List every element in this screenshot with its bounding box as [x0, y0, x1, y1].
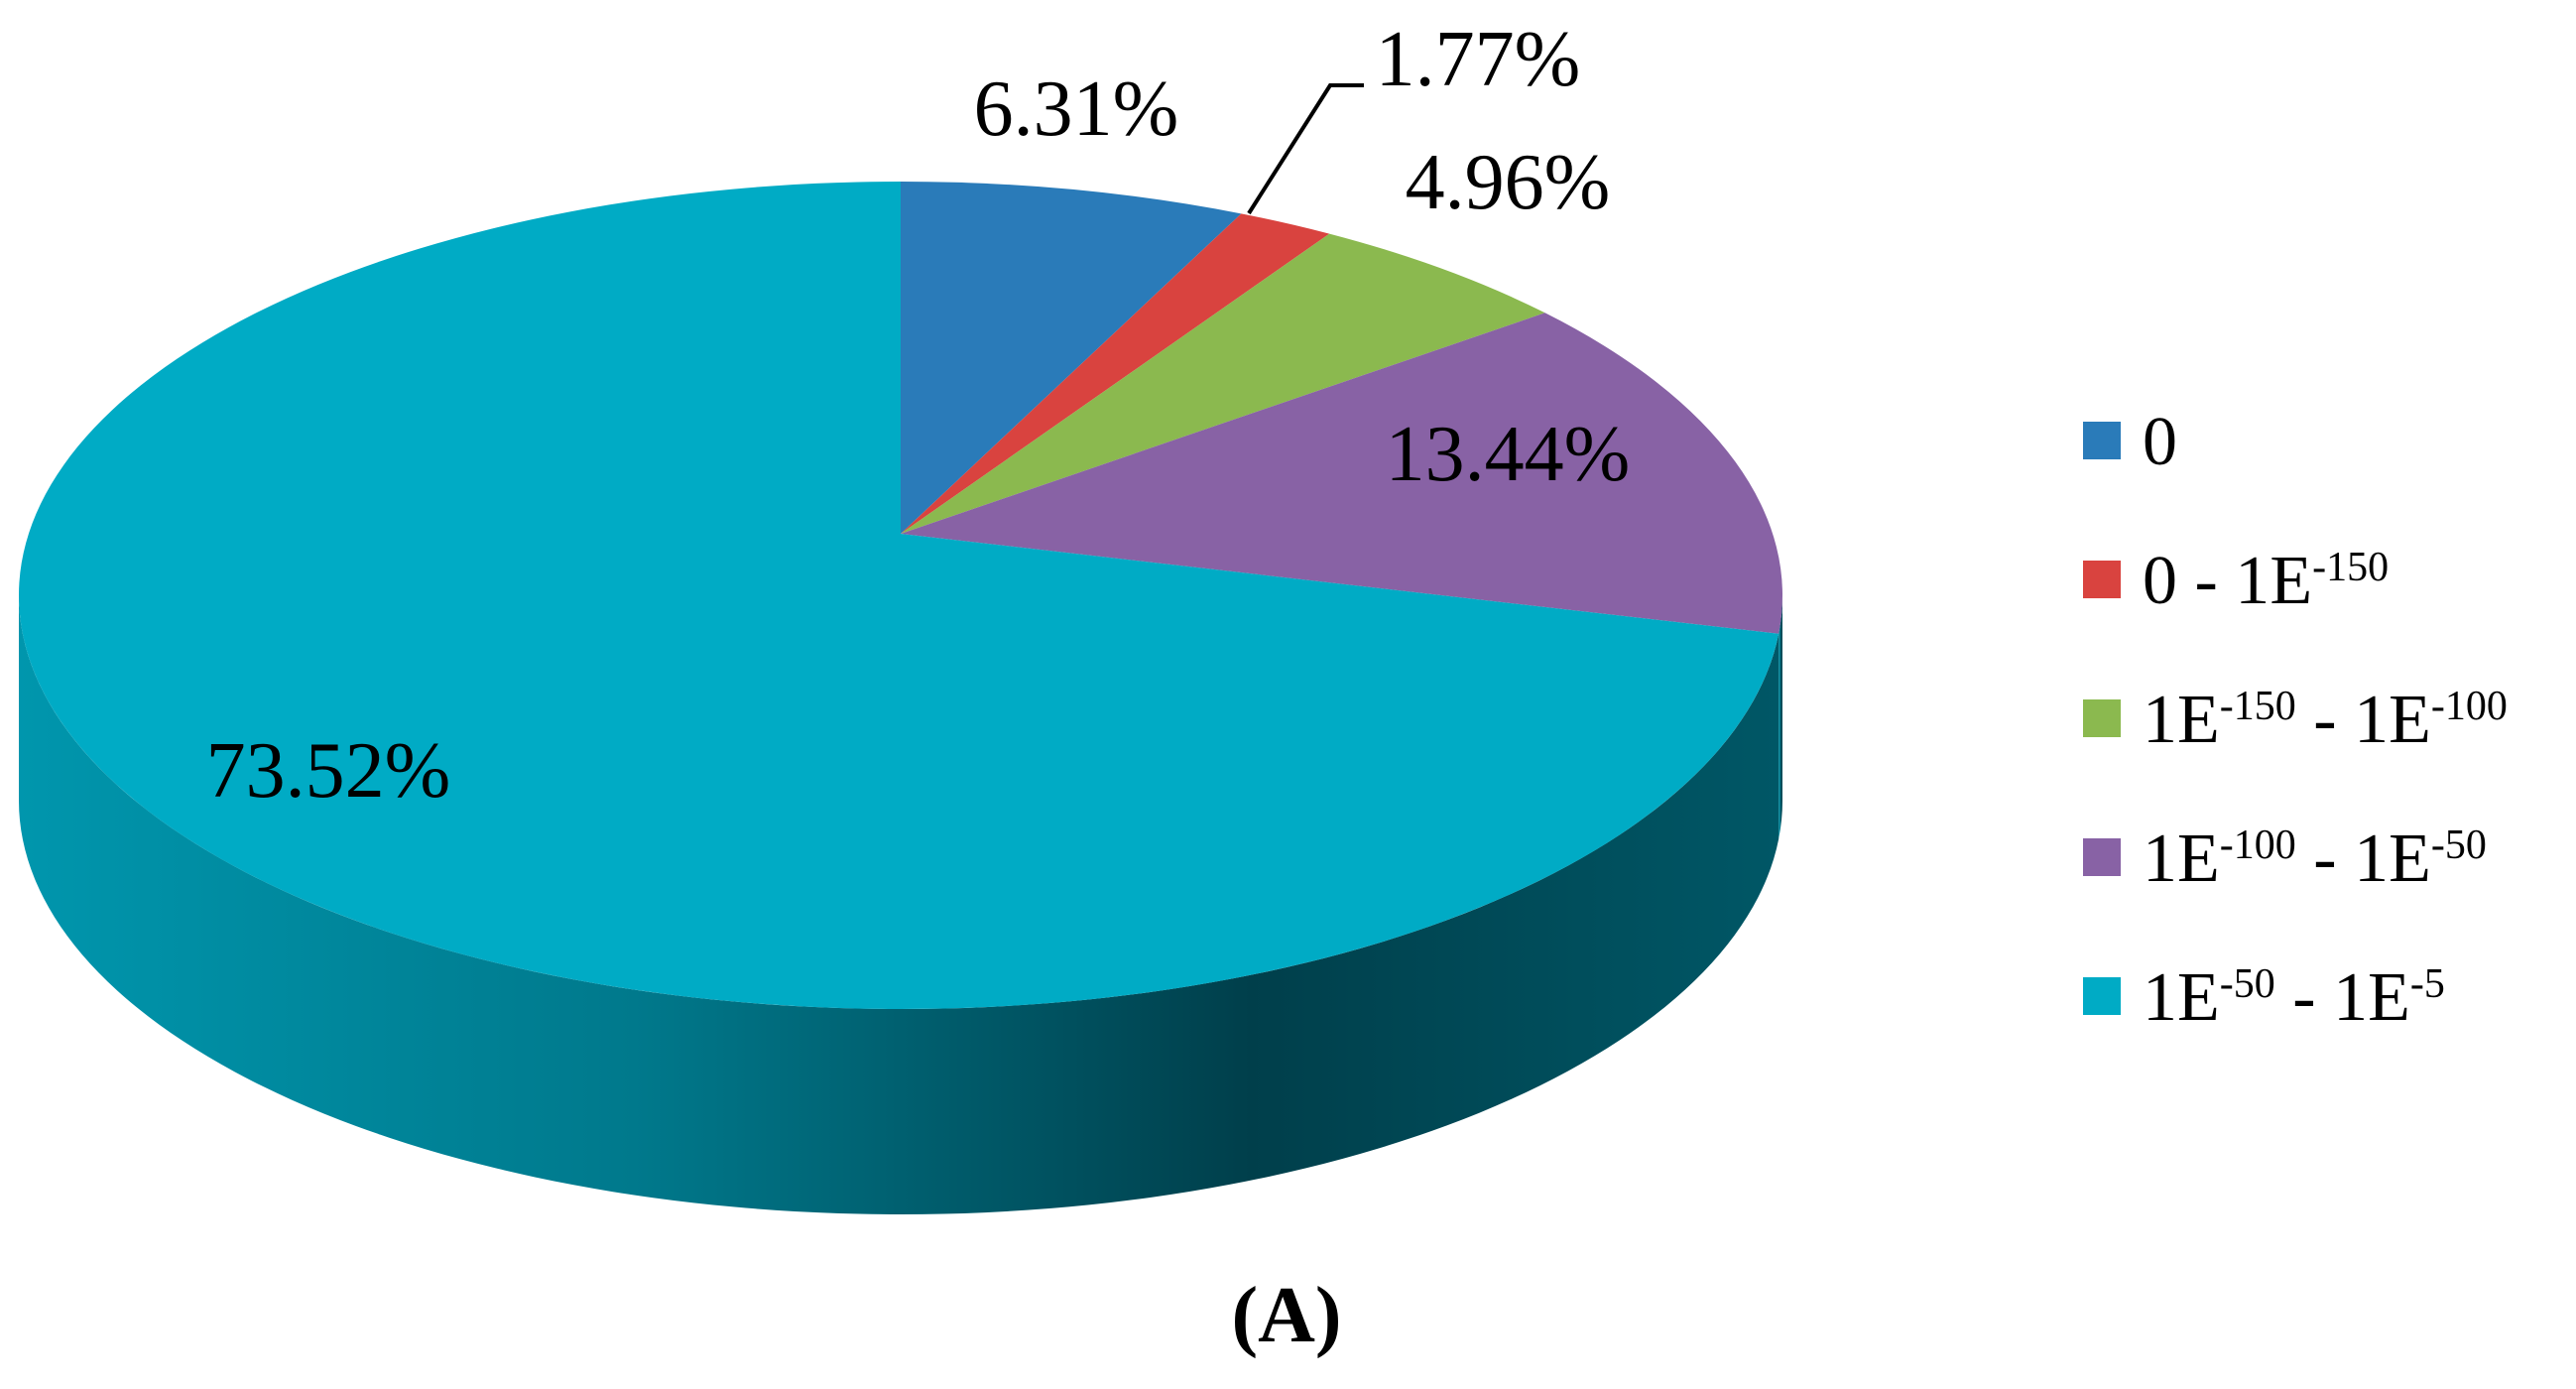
legend-swatch	[2083, 977, 2121, 1015]
legend-swatch	[2083, 422, 2121, 459]
legend-swatch	[2083, 699, 2121, 737]
pie-slice	[901, 233, 1545, 534]
legend-swatch	[2083, 561, 2121, 598]
legend-label: 0	[2143, 404, 2177, 480]
caption: (A)	[1231, 1272, 1341, 1359]
legend-label: 0 - 1E-150	[2143, 543, 2389, 619]
legend-label: 1E-50 - 1E-5	[2143, 959, 2445, 1036]
pie-side	[1779, 595, 1782, 839]
data-label: 6.31%	[974, 65, 1179, 153]
data-label: 4.96%	[1406, 139, 1611, 226]
pie-side	[19, 595, 1779, 1215]
legend-label: 1E-100 - 1E-50	[2143, 821, 2487, 897]
pie-slice	[901, 182, 1242, 534]
data-labels: 6.31% 1.77% 4.96% 13.44% 73.52%	[206, 16, 1631, 815]
pie-slice	[901, 213, 1330, 535]
legend-label: 1E-150 - 1E-100	[2143, 682, 2508, 758]
data-label: 1.77%	[1376, 16, 1581, 103]
pie-slice	[901, 313, 1782, 634]
legend-swatch	[2083, 838, 2121, 876]
legend: 0 0 - 1E-150 1E-150 - 1E-100 1E-100 - 1E-50…	[2083, 404, 2508, 1036]
pie-slice	[19, 182, 1779, 1009]
data-label: 73.52%	[206, 727, 451, 815]
pie	[19, 182, 1782, 1215]
leader-line	[1247, 83, 1364, 215]
data-label: 13.44%	[1386, 411, 1631, 498]
